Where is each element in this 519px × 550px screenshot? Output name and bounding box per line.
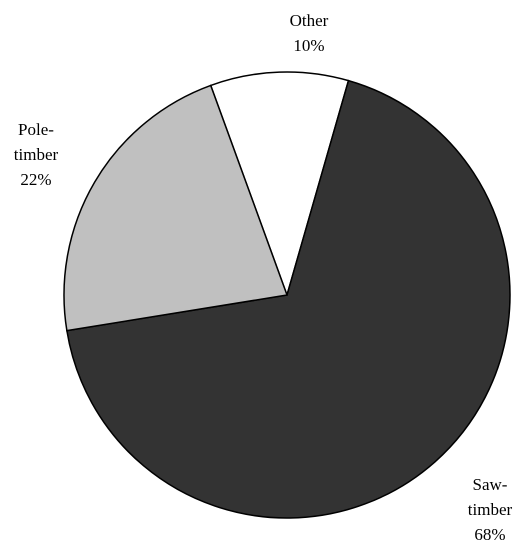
slice-value-label: 68% [474,525,505,544]
slice-label: Pole-timber [14,120,59,164]
slice-value-label: 22% [20,170,51,189]
slice-label: Other [290,11,329,30]
pie-slice [209,71,350,298]
slice-label: Saw-timber [468,475,513,519]
pie-slice [66,79,511,519]
slice-value-label: 10% [293,36,324,55]
pie-slice [63,84,289,332]
